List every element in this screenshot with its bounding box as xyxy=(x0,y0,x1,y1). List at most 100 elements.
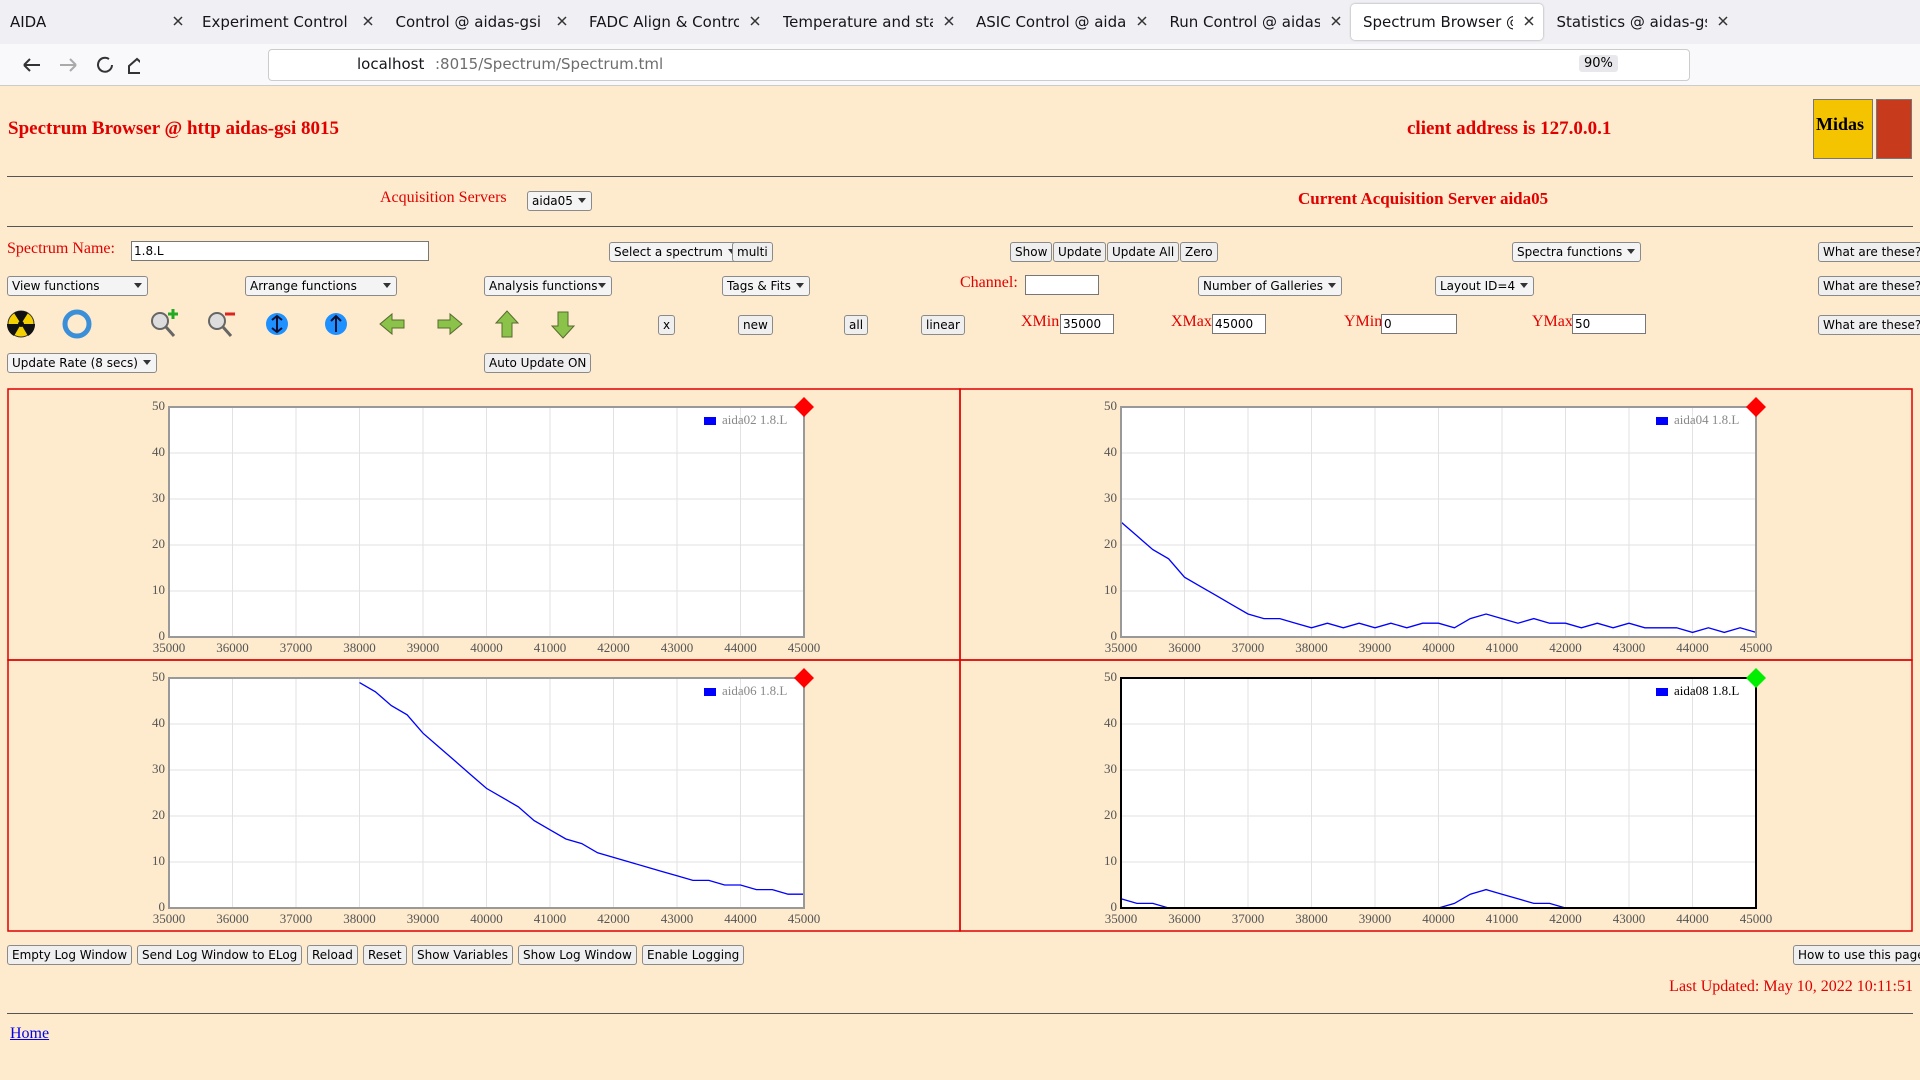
x-tick-label: 41000 xyxy=(534,911,567,926)
tab-close[interactable] xyxy=(1134,12,1150,30)
help-button[interactable]: What are these? xyxy=(1818,315,1920,335)
x-tick-label: 38000 xyxy=(343,911,376,926)
update-rate-select[interactable]: Update Rate (8 secs) xyxy=(7,353,157,373)
browser-tab[interactable]: AIDA xyxy=(0,4,188,40)
x-tick-label: 35000 xyxy=(1105,911,1138,926)
nav-buttons[interactable] xyxy=(10,52,140,78)
footer-button[interactable]: Enable Logging xyxy=(642,945,745,965)
tab-close[interactable] xyxy=(554,12,570,30)
browser-tab[interactable]: FADC Align & Control @ xyxy=(577,4,769,40)
spectrum-gallery: 35000 36000 37000 38000 39000 40000 41000 42000… xyxy=(7,388,1913,932)
browser-tab[interactable]: Control @ aidas-gsi xyxy=(384,4,576,40)
spectrum-button[interactable]: Show xyxy=(1010,242,1053,262)
xmax-input[interactable]: 45000 xyxy=(1212,314,1266,334)
acq-select[interactable]: aida05 xyxy=(527,191,592,211)
tab-close[interactable] xyxy=(360,12,376,30)
spectrum-select[interactable]: Select a spectrum xyxy=(609,242,742,262)
plot-frame xyxy=(1120,406,1757,638)
y-tick-label: 20 xyxy=(1104,536,1117,551)
multi-button[interactable]: multi xyxy=(732,242,773,262)
tab-close[interactable] xyxy=(747,12,763,30)
linear-button[interactable]: linear xyxy=(921,315,965,335)
browser-tab[interactable]: Spectrum Browser @ aid xyxy=(1351,4,1543,40)
tab-close[interactable] xyxy=(941,12,957,30)
browser-tab[interactable]: Run Control @ aidas-gsi xyxy=(1158,4,1350,40)
x-tick-label: 41000 xyxy=(1486,640,1519,655)
footer-button[interactable]: Empty Log Window xyxy=(7,945,133,965)
spectra-functions-select[interactable]: Spectra functions xyxy=(1512,242,1642,262)
spectrum-button[interactable]: Update All xyxy=(1107,242,1180,262)
clear-button[interactable]: x xyxy=(658,315,676,335)
url-bar[interactable]: localhost :8015/Spectrum/Spectrum.tml 90… xyxy=(268,49,1690,81)
xmax-label: XMax xyxy=(1171,313,1212,330)
x-tick-label: 41000 xyxy=(534,640,567,655)
url-host: localhost xyxy=(357,55,425,73)
analysis-select[interactable]: Analysis functions xyxy=(484,276,612,296)
new-button[interactable]: new xyxy=(738,315,773,335)
spectrum-button[interactable]: Zero xyxy=(1180,242,1218,262)
x-tick-label: 37000 xyxy=(280,911,313,926)
status-marker xyxy=(1746,397,1766,417)
ymin-input[interactable]: 0 xyxy=(1381,314,1457,334)
last-updated: Last Updated: May 10, 2022 10:11:51 xyxy=(1669,978,1913,995)
x-tick-label: 44000 xyxy=(724,640,757,655)
x-tick-label: 41000 xyxy=(1486,911,1519,926)
separator xyxy=(7,176,1913,177)
y-tick-label: 0 xyxy=(1111,899,1118,914)
x-tick-label: 35000 xyxy=(153,640,186,655)
tags-select[interactable]: Tags & Fits xyxy=(722,276,810,296)
y-tick-label: 10 xyxy=(152,582,165,597)
x-tick-label: 37000 xyxy=(280,640,313,655)
browser-tab[interactable]: ASIC Control @ aidas-gs xyxy=(964,4,1156,40)
layout-select[interactable]: Layout ID=4 xyxy=(1435,276,1535,296)
x-tick-label: 45000 xyxy=(788,640,821,655)
y-tick-label: 20 xyxy=(1104,807,1117,822)
auto-update-button[interactable]: Auto Update ON xyxy=(484,353,592,373)
browser-tab[interactable]: Temperature and status xyxy=(771,4,963,40)
footer-button[interactable]: Reset xyxy=(363,945,407,965)
x-tick-label: 40000 xyxy=(1422,911,1455,926)
x-tick-label: 37000 xyxy=(1232,911,1265,926)
spectrum-name-input[interactable]: 1.8.L xyxy=(131,241,429,261)
spectrum-button[interactable]: Update xyxy=(1053,242,1107,262)
home-link[interactable]: Home xyxy=(10,1025,50,1042)
current-server: Current Acquisition Server aida05 xyxy=(1298,189,1549,208)
tab-close[interactable] xyxy=(1521,12,1537,30)
legend-label: aida02 1.8.L xyxy=(722,412,787,427)
tab-close[interactable] xyxy=(1715,12,1731,30)
zoom-badge[interactable]: 90% xyxy=(1579,55,1618,72)
footer-button[interactable]: Show Variables xyxy=(412,945,514,965)
plot-frame xyxy=(1120,677,1757,909)
xmin-input[interactable]: 35000 xyxy=(1060,314,1114,334)
footer-button[interactable]: Send Log Window to ELog xyxy=(137,945,303,965)
footer-button[interactable]: Show Log Window xyxy=(518,945,637,965)
x-tick-label: 40000 xyxy=(470,911,503,926)
tab-close[interactable] xyxy=(1328,12,1344,30)
view-select[interactable]: View functions xyxy=(7,276,148,296)
how-to-button[interactable]: How to use this page xyxy=(1793,945,1920,965)
x-tick-label: 35000 xyxy=(153,911,186,926)
ymax-label: YMax xyxy=(1532,313,1573,330)
tab-title: Spectrum Browser @ aid xyxy=(1363,13,1513,31)
galleries-select[interactable]: Number of Galleries xyxy=(1198,276,1343,296)
spectrum-name-label: Spectrum Name: xyxy=(7,240,115,257)
y-tick-label: 10 xyxy=(1104,853,1117,868)
help-button[interactable]: What are these? xyxy=(1818,242,1920,262)
status-marker xyxy=(794,668,814,688)
channel-input[interactable] xyxy=(1025,275,1099,295)
ymax-input[interactable]: 50 xyxy=(1572,314,1646,334)
all-button[interactable]: all xyxy=(844,315,869,335)
browser-tab[interactable]: Statistics @ aidas-gsi xyxy=(1545,4,1737,40)
x-tick-label: 44000 xyxy=(1676,911,1709,926)
y-tick-label: 30 xyxy=(1104,761,1117,776)
arrange-select[interactable]: Arrange functions xyxy=(245,276,397,296)
footer-button[interactable]: Reload xyxy=(307,945,358,965)
logo: Midas xyxy=(1813,99,1873,159)
help-button[interactable]: What are these? xyxy=(1818,276,1920,296)
x-tick-label: 45000 xyxy=(1740,640,1773,655)
tab-close[interactable] xyxy=(170,12,186,30)
tab-title: Temperature and status xyxy=(782,13,933,31)
toolbar-icons[interactable] xyxy=(0,306,600,342)
browser-tab[interactable]: Experiment Control @ ai xyxy=(190,4,382,40)
x-tick-label: 43000 xyxy=(661,911,694,926)
